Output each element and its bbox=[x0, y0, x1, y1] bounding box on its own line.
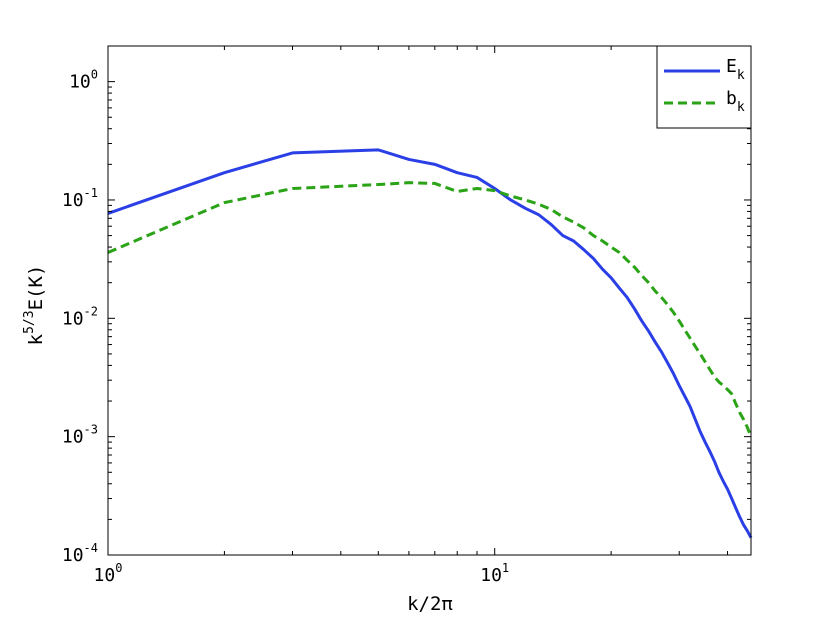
tick-label-base: 10 bbox=[480, 565, 502, 586]
y-tick-label: 10-4 bbox=[62, 541, 98, 566]
legend-label-b-k: bk bbox=[726, 88, 745, 115]
legend-box bbox=[656, 45, 752, 129]
tick-label-exponent: -2 bbox=[84, 304, 98, 318]
tick-label-exponent: 0 bbox=[115, 561, 122, 575]
y-tick-label: 10-3 bbox=[62, 423, 98, 448]
plot-frame bbox=[107, 45, 752, 556]
tick-label-exponent: -4 bbox=[84, 541, 98, 555]
x-tick-label: 101 bbox=[480, 561, 509, 586]
tick-label-exponent: 1 bbox=[502, 561, 509, 575]
tick-label-exponent: 0 bbox=[91, 68, 98, 82]
y-axis-label-ek: E(K) bbox=[25, 265, 47, 311]
tick-label-base: 10 bbox=[62, 545, 84, 566]
legend: Ek bk bbox=[656, 45, 752, 129]
plot-series bbox=[107, 148, 753, 539]
tick-label-base: 10 bbox=[94, 565, 116, 586]
tick-label-base: 10 bbox=[62, 308, 84, 329]
series-line-b-k bbox=[107, 181, 753, 438]
x-tick-label: 100 bbox=[94, 561, 123, 586]
y-axis-label-exponent: 5/3 bbox=[22, 310, 37, 333]
y-tick-label: 10-1 bbox=[62, 186, 98, 211]
tick-label-base: 10 bbox=[62, 427, 84, 448]
y-tick-label: 10-2 bbox=[62, 304, 98, 329]
x-axis-label: k/2π bbox=[407, 593, 453, 615]
series-line-e-k bbox=[107, 148, 753, 539]
y-axis-label: k5/3E(K) bbox=[22, 265, 47, 346]
y-tick-label: 100 bbox=[69, 68, 98, 93]
tick-label-base: 10 bbox=[62, 190, 84, 211]
tick-label-base: 10 bbox=[69, 72, 91, 93]
tick-label-exponent: -1 bbox=[84, 186, 98, 200]
y-axis-label-k: k bbox=[25, 333, 47, 345]
legend-label-e-k: Ek bbox=[726, 56, 745, 83]
tick-label-exponent: -3 bbox=[84, 423, 98, 437]
